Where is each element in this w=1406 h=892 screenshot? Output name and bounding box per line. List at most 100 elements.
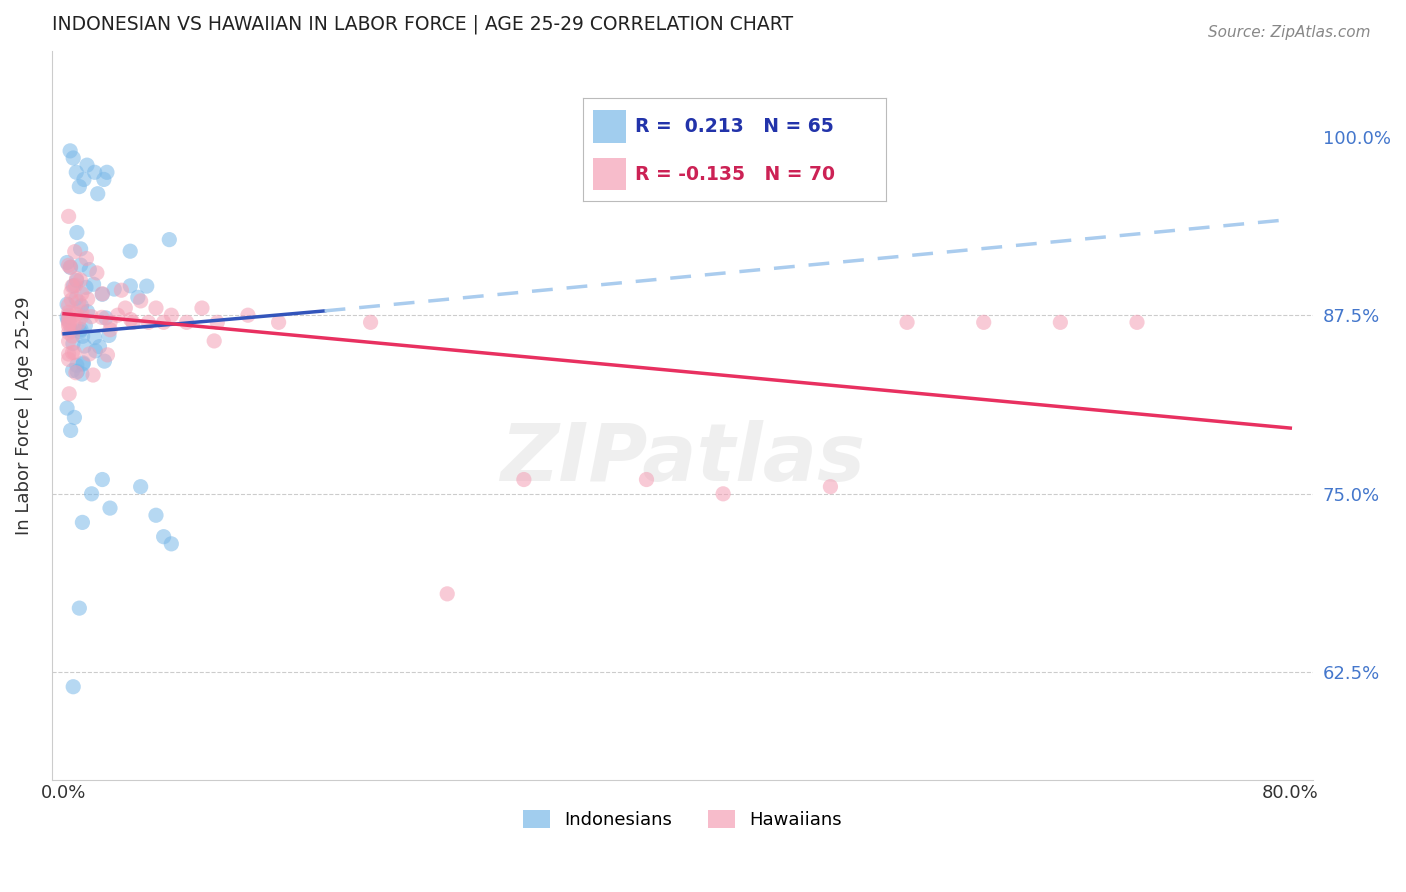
Point — [152, 315, 174, 329]
Point — [75, 252, 97, 266]
Point — [63, 345, 86, 359]
Point — [65, 278, 87, 293]
Point — [96, 348, 118, 362]
Point — [73, 172, 96, 186]
Point — [70, 299, 93, 313]
Point — [76, 158, 98, 172]
Legend: Indonesians, Hawaiians: Indonesians, Hawaiians — [516, 803, 849, 836]
Point — [65, 292, 87, 306]
Point — [72, 329, 94, 343]
Point — [145, 301, 167, 315]
Point — [58, 352, 80, 367]
Point — [145, 508, 167, 523]
Point — [65, 307, 87, 321]
Point — [58, 308, 80, 322]
Point — [160, 308, 183, 322]
Point — [58, 319, 80, 334]
Point — [91, 473, 114, 487]
Point — [66, 226, 89, 240]
Point — [60, 285, 83, 299]
Point — [94, 310, 117, 325]
Point — [98, 501, 121, 516]
Point — [120, 278, 142, 293]
Point — [87, 186, 110, 201]
Text: INDONESIAN VS HAWAIIAN IN LABOR FORCE | AGE 25-29 CORRELATION CHART: INDONESIAN VS HAWAIIAN IN LABOR FORCE | … — [52, 15, 793, 35]
Point — [114, 301, 136, 315]
Point — [60, 324, 83, 338]
Point — [56, 310, 79, 324]
Point — [96, 165, 118, 179]
Point — [65, 165, 87, 179]
Point — [62, 363, 84, 377]
Point — [60, 345, 83, 359]
Point — [89, 340, 111, 354]
Point — [122, 315, 145, 329]
Point — [67, 316, 90, 330]
Point — [63, 410, 86, 425]
Point — [63, 244, 86, 259]
Point — [58, 334, 80, 349]
Point — [70, 310, 93, 324]
Point — [70, 286, 93, 301]
Point — [157, 233, 180, 247]
Point — [67, 179, 90, 194]
Point — [636, 473, 658, 487]
Point — [82, 368, 104, 382]
Point — [58, 298, 80, 312]
Point — [202, 334, 225, 348]
Point — [56, 401, 79, 415]
Bar — [592, 111, 626, 144]
Point — [67, 601, 90, 615]
Point — [83, 277, 105, 292]
Point — [60, 279, 83, 293]
Point — [93, 354, 115, 368]
Point — [60, 329, 83, 343]
Point — [103, 282, 125, 296]
Point — [90, 310, 112, 325]
Point — [66, 364, 89, 378]
Point — [59, 260, 82, 275]
Text: ZIPatlas: ZIPatlas — [501, 420, 865, 498]
Point — [58, 313, 80, 327]
Point — [77, 347, 100, 361]
Point — [360, 315, 382, 329]
Point — [72, 516, 94, 530]
Point — [129, 293, 152, 308]
Point — [59, 144, 82, 158]
Point — [107, 308, 129, 322]
Point — [76, 304, 98, 318]
Point — [69, 325, 91, 339]
Point — [58, 347, 80, 361]
Point — [97, 328, 120, 343]
Point — [62, 680, 84, 694]
Point — [59, 260, 82, 275]
Point — [436, 587, 458, 601]
Point — [73, 339, 96, 353]
Point — [80, 487, 103, 501]
Point — [62, 151, 84, 165]
Point — [191, 301, 214, 315]
Point — [83, 330, 105, 344]
Point — [267, 315, 290, 329]
Point — [120, 244, 142, 259]
Point — [58, 326, 80, 340]
Point — [58, 316, 80, 330]
Point — [69, 273, 91, 287]
Point — [176, 315, 198, 329]
Point — [152, 530, 174, 544]
Point — [56, 255, 79, 269]
Point — [127, 290, 149, 304]
Point — [72, 357, 94, 371]
Point — [72, 356, 94, 370]
Point — [58, 258, 80, 272]
Point — [896, 315, 918, 329]
Point — [91, 287, 114, 301]
Point — [62, 336, 84, 351]
Point — [58, 316, 80, 330]
Point — [56, 297, 79, 311]
Point — [59, 424, 82, 438]
Point — [69, 258, 91, 272]
Point — [93, 172, 115, 186]
Point — [120, 312, 142, 326]
Point — [63, 318, 86, 333]
